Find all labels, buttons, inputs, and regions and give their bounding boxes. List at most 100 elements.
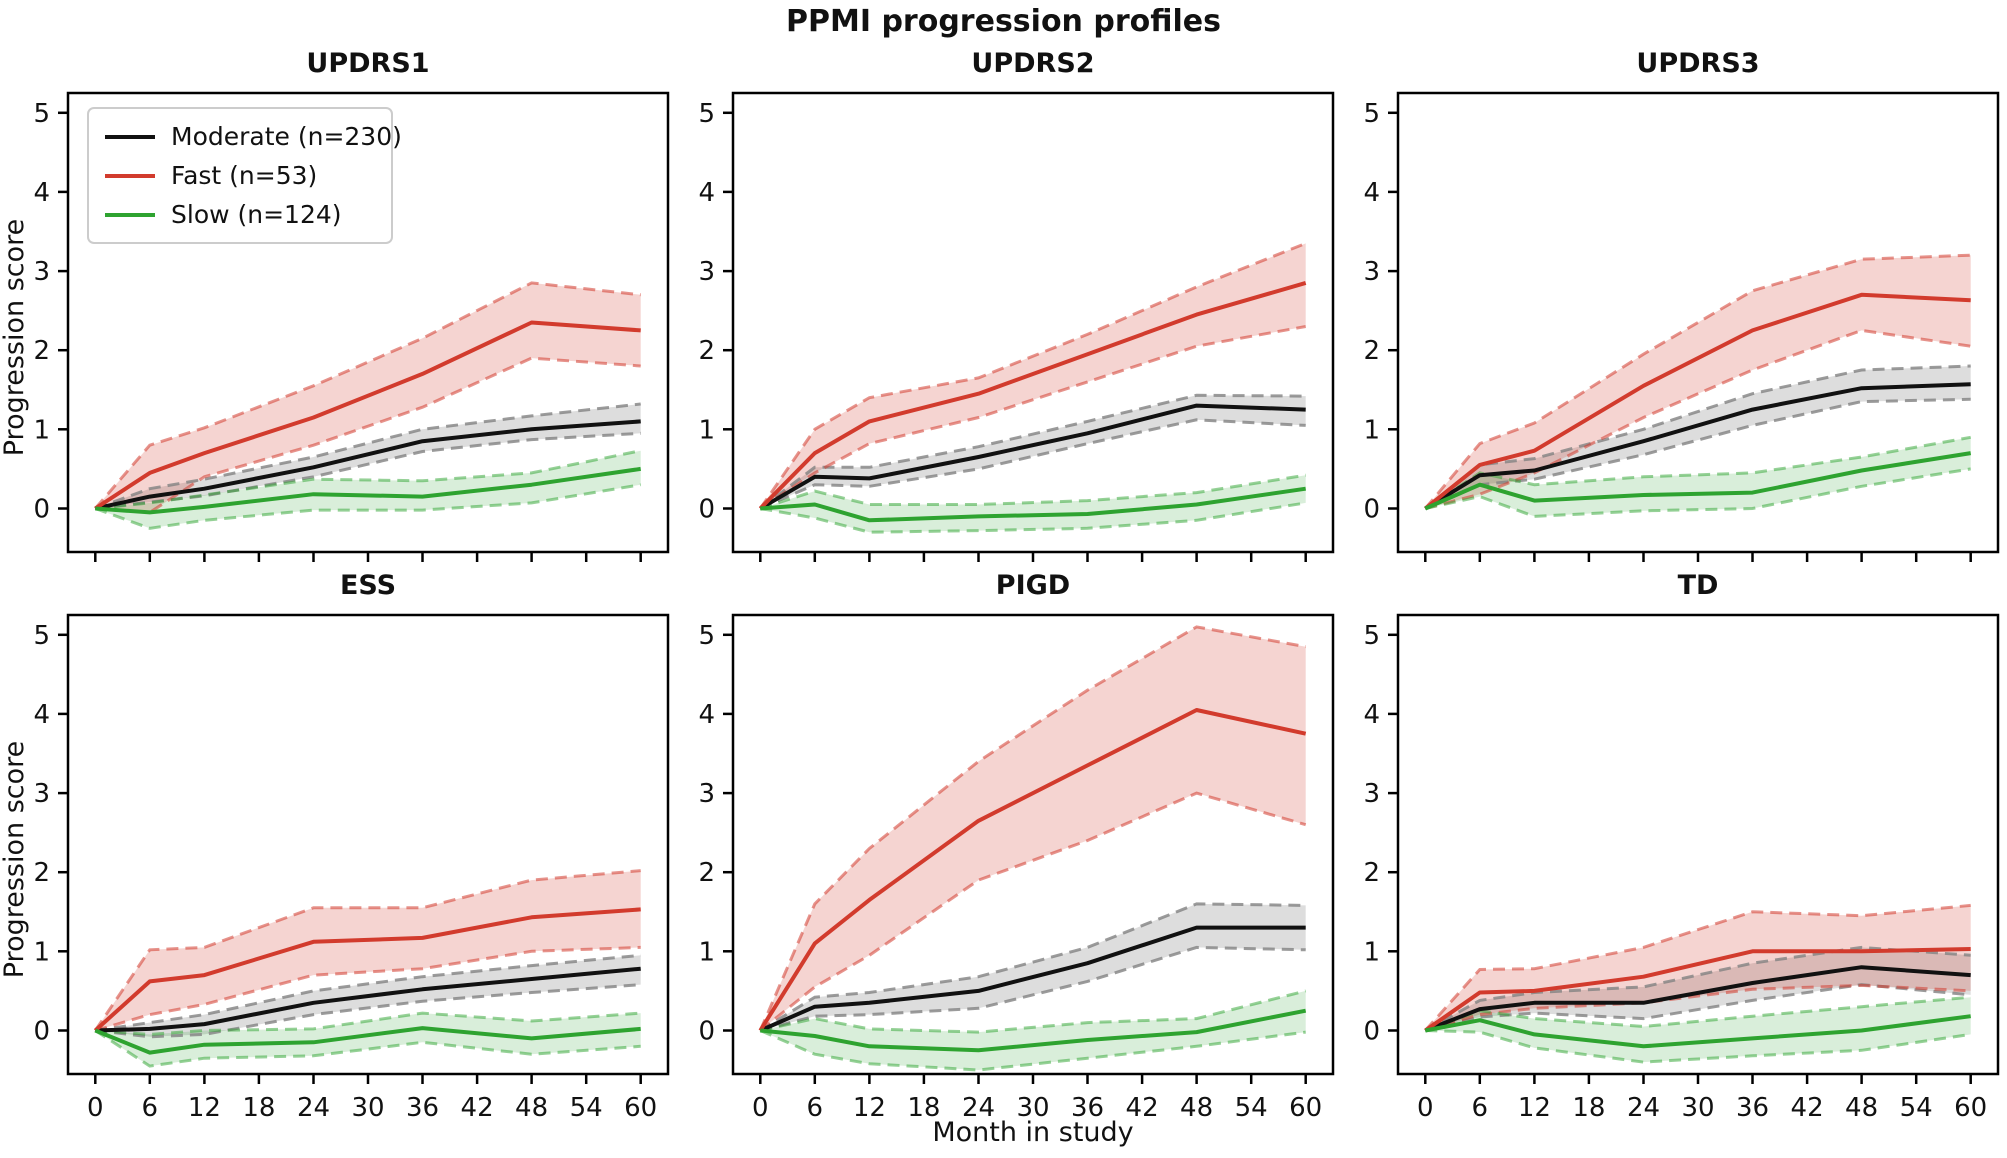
y-tick-label: 3 <box>33 779 50 809</box>
x-tick-label: 42 <box>1126 1093 1159 1123</box>
fast-mean-line <box>758 708 1307 1032</box>
y-tick-label: 4 <box>698 700 715 730</box>
slow-lower-edge <box>759 1029 1306 1072</box>
y-tick-label: 4 <box>1363 178 1380 208</box>
slow-lower-edge <box>94 1029 641 1068</box>
y-tick-label: 4 <box>33 700 50 730</box>
moderate-upper-edge <box>95 953 641 1032</box>
legend-item-moderate: Moderate (n=230) <box>89 117 402 156</box>
x-tick-label: 0 <box>1417 1093 1434 1123</box>
moderate-lower-edge <box>759 418 1306 510</box>
slow-upper-edge <box>95 449 641 510</box>
x-tick-label: 48 <box>1845 1093 1878 1123</box>
legend-item-slow: Slow (n=124) <box>89 195 391 234</box>
y-tick-label: 2 <box>1363 858 1380 888</box>
y-tick-label: 5 <box>33 621 50 651</box>
y-tick-label: 0 <box>1363 1017 1380 1047</box>
x-tick-label: 60 <box>1289 1093 1322 1123</box>
slow-lower-edge <box>1424 467 1971 518</box>
moderate-upper-edge <box>759 393 1306 510</box>
moderate-mean-line <box>759 403 1306 511</box>
y-tick-label: 1 <box>698 937 715 967</box>
panel-title-updrs1: UPDRS1 <box>306 48 430 79</box>
fast-upper-edge <box>94 869 641 1032</box>
x-tick-label: 24 <box>962 1093 995 1123</box>
x-tick-label: 48 <box>515 1093 548 1123</box>
y-tick-label: 3 <box>698 257 715 287</box>
fast-band <box>1425 255 1971 509</box>
y-tick-label: 0 <box>1363 495 1380 525</box>
fast-mean-line <box>758 280 1307 510</box>
fast-mean-line <box>93 907 641 1032</box>
moderate-lower-edge <box>95 983 641 1039</box>
x-tick-label: 0 <box>752 1093 769 1123</box>
fast-lower-edge <box>759 325 1306 510</box>
slow-band <box>95 1013 641 1067</box>
y-tick-label: 2 <box>698 336 715 366</box>
x-tick-label: 6 <box>807 1093 824 1123</box>
moderate-upper-edge <box>1424 945 1971 1032</box>
figure-suptitle: PPMI progression profiles <box>786 4 1221 39</box>
slow-band <box>1425 437 1971 517</box>
slow-mean-line <box>760 1008 1307 1053</box>
x-tick-label: 60 <box>624 1093 657 1123</box>
panel-title-ess: ESS <box>339 570 397 601</box>
y-tick-label: 3 <box>1363 257 1380 287</box>
legend: Moderate (n=230) Fast (n=53) Slow (n=124… <box>87 107 402 244</box>
x-tick-label: 30 <box>1016 1093 1049 1123</box>
slow-mean-line <box>95 466 641 515</box>
y-tick-label: 3 <box>33 257 50 287</box>
x-tick-label: 24 <box>297 1093 330 1123</box>
y-tick-label: 4 <box>33 178 50 208</box>
fast-upper-edge <box>94 281 641 510</box>
y-tick-label: 5 <box>33 99 50 129</box>
moderate-upper-edge <box>1424 364 1971 510</box>
y-tick-label: 5 <box>698 621 715 651</box>
y-tick-label: 1 <box>1363 415 1380 445</box>
y-tick-label: 2 <box>33 336 50 366</box>
updrs3-plot: 0 1 2 3 4 5 <box>1363 91 2000 562</box>
panel-title-pigd: PIGD <box>995 570 1071 601</box>
fast-band <box>95 870 641 1031</box>
x-tick-label: 42 <box>1791 1093 1824 1123</box>
x-tick-label: 6 <box>1472 1093 1489 1123</box>
fast-lower-edge <box>94 945 641 1032</box>
x-tick-label: 30 <box>1681 1093 1714 1123</box>
legend-swatch-fast <box>105 173 155 178</box>
y-tick-label: 4 <box>1363 700 1380 730</box>
moderate-band <box>1425 947 1971 1031</box>
y-tick-label: 0 <box>698 1017 715 1047</box>
slow-band <box>760 990 1306 1070</box>
slow-upper-edge <box>759 473 1306 510</box>
moderate-upper-edge <box>94 402 641 510</box>
fast-mean-line <box>1424 947 1971 1033</box>
legend-label-fast: Fast (n=53) <box>171 161 318 190</box>
y-tick-label: 1 <box>698 415 715 445</box>
y-tick-label: 3 <box>1363 779 1380 809</box>
moderate-mean-line <box>94 419 641 511</box>
moderate-lower-edge <box>95 431 641 510</box>
fast-band <box>1425 905 1971 1031</box>
y-tick-label: 3 <box>698 779 715 809</box>
slow-mean-line <box>760 486 1306 523</box>
x-tick-label: 48 <box>1180 1093 1213 1123</box>
moderate-mean-line <box>1424 382 1971 511</box>
slow-band <box>1425 997 1971 1063</box>
y-tick-label: 2 <box>698 858 715 888</box>
x-tick-label: 18 <box>242 1093 275 1123</box>
slow-band <box>95 450 641 529</box>
y-tick-label: 2 <box>1363 336 1380 366</box>
moderate-lower-edge <box>759 945 1306 1032</box>
slow-upper-edge <box>95 1011 641 1036</box>
legend-item-fast: Fast (n=53) <box>89 156 391 195</box>
x-axis-label: Month in study <box>932 1117 1134 1148</box>
x-tick-label: 6 <box>142 1093 159 1123</box>
moderate-mean-line <box>1424 965 1971 1033</box>
fast-upper-edge <box>1424 253 1971 510</box>
y-tick-label: 1 <box>33 415 50 445</box>
slow-lower-edge <box>760 501 1306 534</box>
